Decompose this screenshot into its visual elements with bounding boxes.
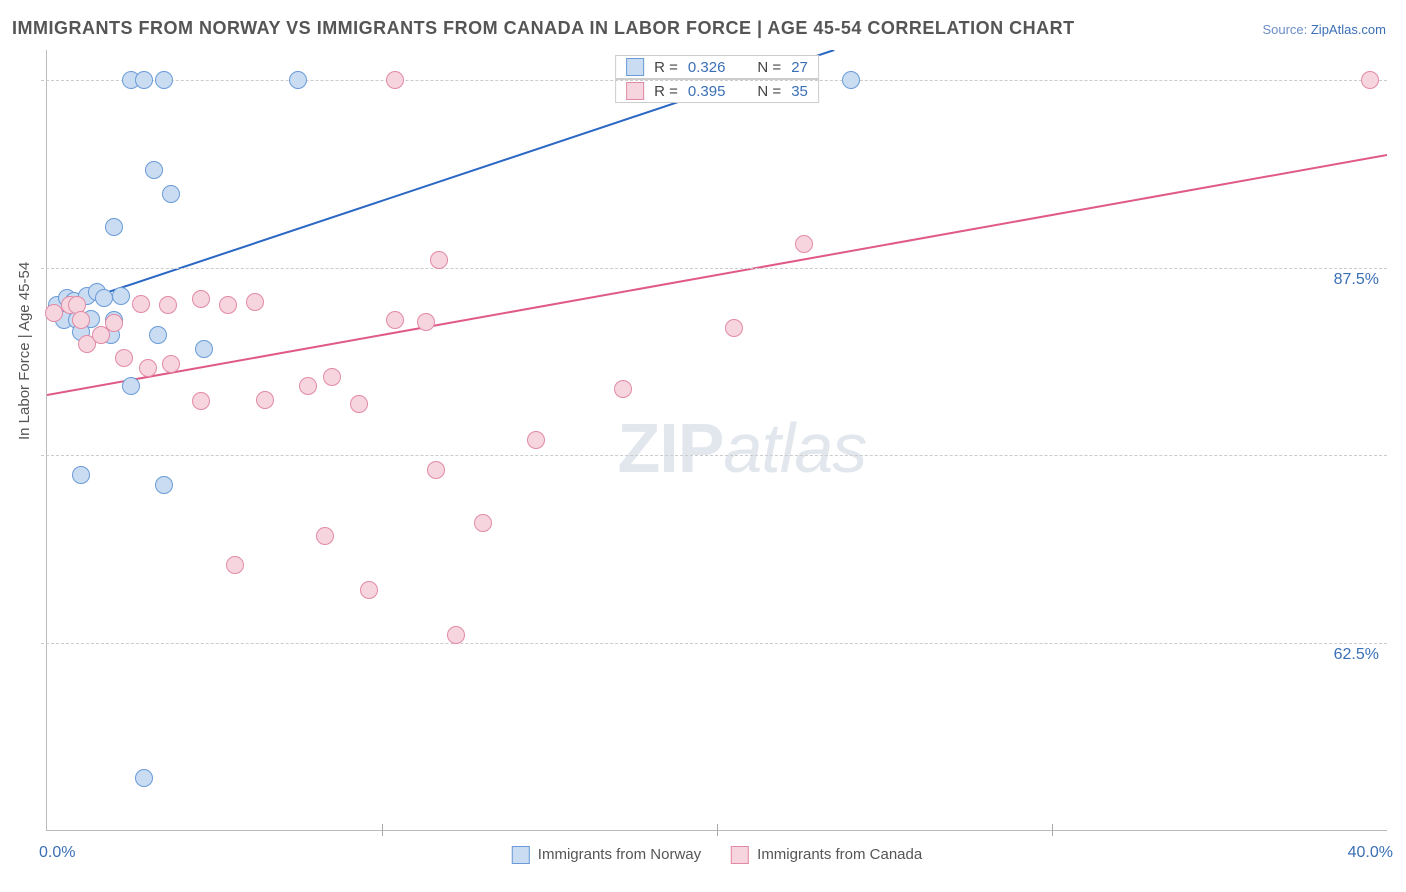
- legend-n-value: 35: [791, 83, 808, 100]
- data-point: [112, 287, 130, 305]
- data-point: [289, 71, 307, 89]
- trend-line: [47, 155, 1387, 395]
- data-point: [95, 289, 113, 307]
- legend-swatch: [512, 846, 530, 864]
- data-point: [72, 311, 90, 329]
- data-point: [527, 431, 545, 449]
- watermark: ZIPatlas: [617, 408, 866, 488]
- legend-r-label: R =: [654, 83, 678, 100]
- legend-n-value: 27: [791, 59, 808, 76]
- legend-r-label: R =: [654, 59, 678, 76]
- data-point: [105, 314, 123, 332]
- gridline-horizontal: [41, 80, 1387, 81]
- watermark-light: atlas: [723, 409, 866, 487]
- data-point: [162, 185, 180, 203]
- data-point: [386, 71, 404, 89]
- data-point: [427, 461, 445, 479]
- data-point: [1361, 71, 1379, 89]
- data-point: [350, 395, 368, 413]
- data-point: [299, 377, 317, 395]
- correlation-row: R = 0.395 N = 35: [615, 79, 819, 103]
- data-point: [246, 293, 264, 311]
- legend-item: Immigrants from Norway: [512, 846, 701, 864]
- plot-area: ZIPatlas R =0.326N =27R =0.395N =35 0.0%…: [46, 50, 1387, 831]
- watermark-bold: ZIP: [617, 409, 723, 487]
- data-point: [417, 313, 435, 331]
- data-point: [145, 161, 163, 179]
- data-point: [386, 311, 404, 329]
- x-axis-min-label: 0.0%: [39, 844, 75, 862]
- data-point: [139, 359, 157, 377]
- data-point: [323, 368, 341, 386]
- data-point: [135, 71, 153, 89]
- source-prefix: Source:: [1262, 22, 1310, 37]
- data-point: [72, 466, 90, 484]
- y-tick-label: 87.5%: [1334, 271, 1379, 289]
- legend-label: Immigrants from Norway: [538, 846, 701, 863]
- data-point: [155, 476, 173, 494]
- legend-n-label: N =: [757, 59, 781, 76]
- series-legend: Immigrants from Norway Immigrants from Ca…: [512, 846, 922, 864]
- gridline-vertical: [717, 824, 718, 836]
- gridline-vertical: [382, 824, 383, 836]
- gridline-vertical: [1052, 824, 1053, 836]
- legend-swatch: [731, 846, 749, 864]
- data-point: [360, 581, 378, 599]
- trend-lines-layer: [47, 50, 1387, 830]
- data-point: [226, 556, 244, 574]
- legend-swatch: [626, 58, 644, 76]
- data-point: [725, 319, 743, 337]
- data-point: [135, 769, 153, 787]
- data-point: [474, 514, 492, 532]
- chart-container: IMMIGRANTS FROM NORWAY VS IMMIGRANTS FRO…: [0, 0, 1406, 892]
- data-point: [45, 304, 63, 322]
- legend-n-label: N =: [757, 83, 781, 100]
- y-tick-label: 62.5%: [1334, 646, 1379, 664]
- data-point: [192, 392, 210, 410]
- data-point: [430, 251, 448, 269]
- source-attribution: Source: ZipAtlas.com: [1262, 22, 1386, 37]
- data-point: [842, 71, 860, 89]
- data-point: [219, 296, 237, 314]
- data-point: [115, 349, 133, 367]
- chart-title: IMMIGRANTS FROM NORWAY VS IMMIGRANTS FRO…: [12, 18, 1075, 39]
- data-point: [149, 326, 167, 344]
- x-axis-max-label: 40.0%: [1348, 844, 1393, 862]
- legend-label: Immigrants from Canada: [757, 846, 922, 863]
- data-point: [795, 235, 813, 253]
- gridline-horizontal: [41, 643, 1387, 644]
- data-point: [132, 295, 150, 313]
- legend-r-value: 0.326: [688, 59, 726, 76]
- data-point: [159, 296, 177, 314]
- data-point: [256, 391, 274, 409]
- legend-swatch: [626, 82, 644, 100]
- correlation-row: R = 0.326 N = 27: [615, 55, 819, 79]
- y-axis-title: In Labor Force | Age 45-54: [16, 262, 33, 440]
- correlation-legend: R = 0.326 N = 27 R = 0.395 N = 35: [615, 55, 819, 103]
- data-point: [155, 71, 173, 89]
- data-point: [105, 218, 123, 236]
- data-point: [316, 527, 334, 545]
- legend-r-value: 0.395: [688, 83, 726, 100]
- gridline-horizontal: [41, 268, 1387, 269]
- data-point: [447, 626, 465, 644]
- data-point: [192, 290, 210, 308]
- data-point: [122, 377, 140, 395]
- data-point: [614, 380, 632, 398]
- data-point: [162, 355, 180, 373]
- gridline-horizontal: [41, 455, 1387, 456]
- legend-item: Immigrants from Canada: [731, 846, 922, 864]
- data-point: [195, 340, 213, 358]
- source-link[interactable]: ZipAtlas.com: [1311, 22, 1386, 37]
